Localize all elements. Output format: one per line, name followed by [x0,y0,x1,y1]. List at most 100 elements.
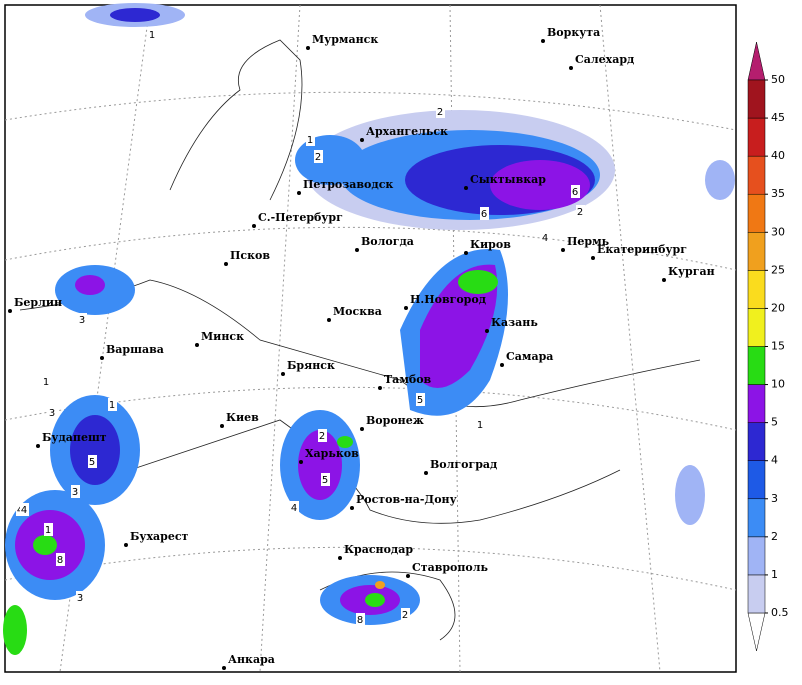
colorbar-tick-label: 25 [771,263,785,276]
colorbar-segment [747,155,766,195]
colorbar-tick-label: 4 [771,454,778,467]
city-label: Псков [230,249,270,262]
colorbar-segment [747,384,766,423]
colorbar-tick-label: 2 [771,530,778,543]
contour-label-box [20,503,29,516]
contour-label-box [416,393,425,406]
contour-label: 6 [572,187,578,198]
contour-label: 1 [45,525,51,536]
contour-label: 4 [542,233,548,244]
colorbar-tick-label: 45 [771,111,785,124]
colorbar-tick-label: 40 [771,149,785,162]
city-dot [404,306,408,310]
contour-label-box [576,205,585,218]
contour-label-box [480,207,489,220]
colorbar-tick-label: 0.5 [771,606,789,619]
colorbar-segment [747,422,766,461]
contour-label-box [436,105,445,118]
city-dot [350,506,354,510]
contour-label-box [306,133,315,146]
city-dot [124,543,128,547]
city-dot [36,444,40,448]
city-label: Салехард [575,53,634,66]
city-label: Киров [470,238,511,251]
contour-label: 4 [21,505,27,516]
city-dot [222,666,226,670]
contour-label: 2 [319,431,325,442]
city-label: Минск [201,330,244,343]
city-dot [485,329,489,333]
city-label: Н.Новгород [410,293,486,306]
city-label: Воронеж [366,414,424,427]
city-label: С.-Петербург [258,211,343,224]
colorbar-segment [747,536,766,576]
city-label: Самара [506,350,553,363]
contour-label: 5 [417,395,423,406]
city-label: Вологда [361,235,414,248]
contour-label: 1 [43,377,49,388]
contour-label: 1 [149,30,155,41]
city-dot [8,309,12,313]
contour-label-box [48,406,57,419]
contour-label: 8 [57,555,63,566]
contour-label: 6 [481,209,487,220]
precipitation [3,3,735,655]
colorbar-under [747,612,766,652]
city-dot [360,427,364,431]
city-dot [561,248,565,252]
contour-label-box [318,429,327,442]
contour-label: 2 [402,610,408,621]
city-dot [662,278,666,282]
contour-label-box [78,313,87,326]
city-dot [220,424,224,428]
city-label: Казань [491,316,538,329]
colorbar-segment [747,79,766,119]
colorbar-segment [747,498,766,538]
city-dot [355,248,359,252]
city-dot [378,386,382,390]
contour-label: 1 [477,420,483,431]
city-label: Краснодар [344,543,413,556]
city-dot [297,191,301,195]
contour-label-box [401,608,410,621]
city-dot [306,46,310,50]
city-label: Курган [668,265,715,278]
city-label: Будапешт [42,431,107,444]
contour-label: 3 [77,593,83,604]
city-label: Берлин [14,296,62,309]
city-label: Харьков [305,447,359,460]
contour-label: 2 [577,207,583,218]
colorbar-segment [747,346,766,385]
contour-label-box [321,473,330,486]
colorbar-over [747,41,766,81]
city-dot [299,460,303,464]
contour-label-box [88,455,97,468]
colorbar-segment [747,232,766,271]
borders [19,39,701,641]
city-dot [541,39,545,43]
contour-label-box [42,375,51,388]
city-label: Петрозаводск [303,178,393,191]
city-dot [591,256,595,260]
contour-label: 4 [291,503,297,514]
city-dot [360,138,364,142]
city-label: Пермь [567,235,610,248]
city-label: Москва [333,305,382,318]
city-dot [424,471,428,475]
city-dot [569,66,573,70]
colorbar-segment [747,193,766,233]
colorbar-tick-label: 1 [771,568,778,581]
contour-label: 1 [109,400,115,411]
colorbar-tick-label: 15 [771,339,785,352]
city-dot [464,186,468,190]
colorbar-segment [747,270,766,309]
contour-label-box [356,613,365,626]
city-dot [100,356,104,360]
colorbar-tick-label: 20 [771,301,785,314]
city-dot [464,251,468,255]
city-label: Воркута [547,26,600,39]
contour-label: 8 [357,615,363,626]
contour-label-box [71,485,80,498]
city-label: Сыктывкар [470,173,546,186]
